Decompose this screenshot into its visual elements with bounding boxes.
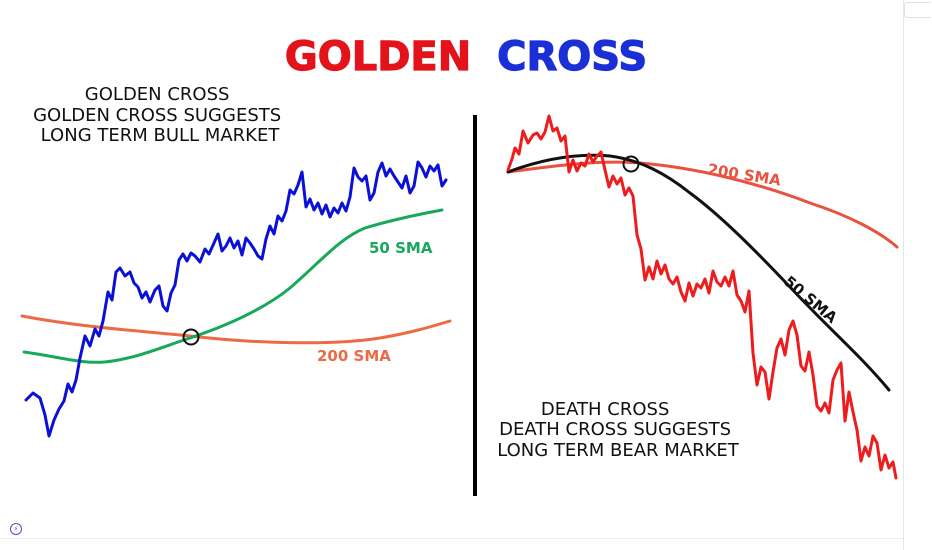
left-caption-line-2: GOLDEN CROSS SUGGESTS xyxy=(33,105,281,126)
left-sma50-line xyxy=(22,208,444,364)
left-price-line xyxy=(24,160,448,438)
right-sma50-label: 50 SMA xyxy=(780,272,840,327)
left-caption-line-3: LONG TERM BULL MARKET xyxy=(41,125,281,146)
title-word-golden: GOLDEN xyxy=(285,34,471,80)
tradingview-logo-icon[interactable]: ⚡ xyxy=(10,523,22,535)
main-title: GOLDEN CROSS xyxy=(285,34,647,80)
right-caption: DEATH CROSS DEATH CROSS SUGGESTS LONG TE… xyxy=(497,399,740,461)
title-word-cross: CROSS xyxy=(497,34,647,80)
page-right-border xyxy=(903,0,904,550)
corner-tab xyxy=(904,2,931,18)
left-panel: 50 SMA 200 SMA xyxy=(20,160,452,438)
bottom-divider xyxy=(0,538,903,539)
right-price-line xyxy=(506,114,898,480)
right-caption-line-2: DEATH CROSS SUGGESTS xyxy=(499,419,731,440)
right-caption-line-1: DEATH CROSS xyxy=(541,399,670,420)
left-caption: GOLDEN CROSS GOLDEN CROSS SUGGESTS LONG … xyxy=(33,84,287,146)
left-sma50-label: 50 SMA xyxy=(369,239,433,257)
right-sma200-label: 200 SMA xyxy=(706,160,782,189)
right-sma200-line xyxy=(506,160,899,249)
left-caption-line-1: GOLDEN CROSS xyxy=(85,84,230,105)
right-sma50-line xyxy=(506,153,891,392)
death-cross-marker xyxy=(622,155,640,173)
left-sma200-label: 200 SMA xyxy=(317,347,391,365)
right-caption-line-3: LONG TERM BEAR MARKET xyxy=(497,440,740,461)
golden-cross-marker xyxy=(182,328,200,346)
left-sma200-line xyxy=(20,314,452,345)
